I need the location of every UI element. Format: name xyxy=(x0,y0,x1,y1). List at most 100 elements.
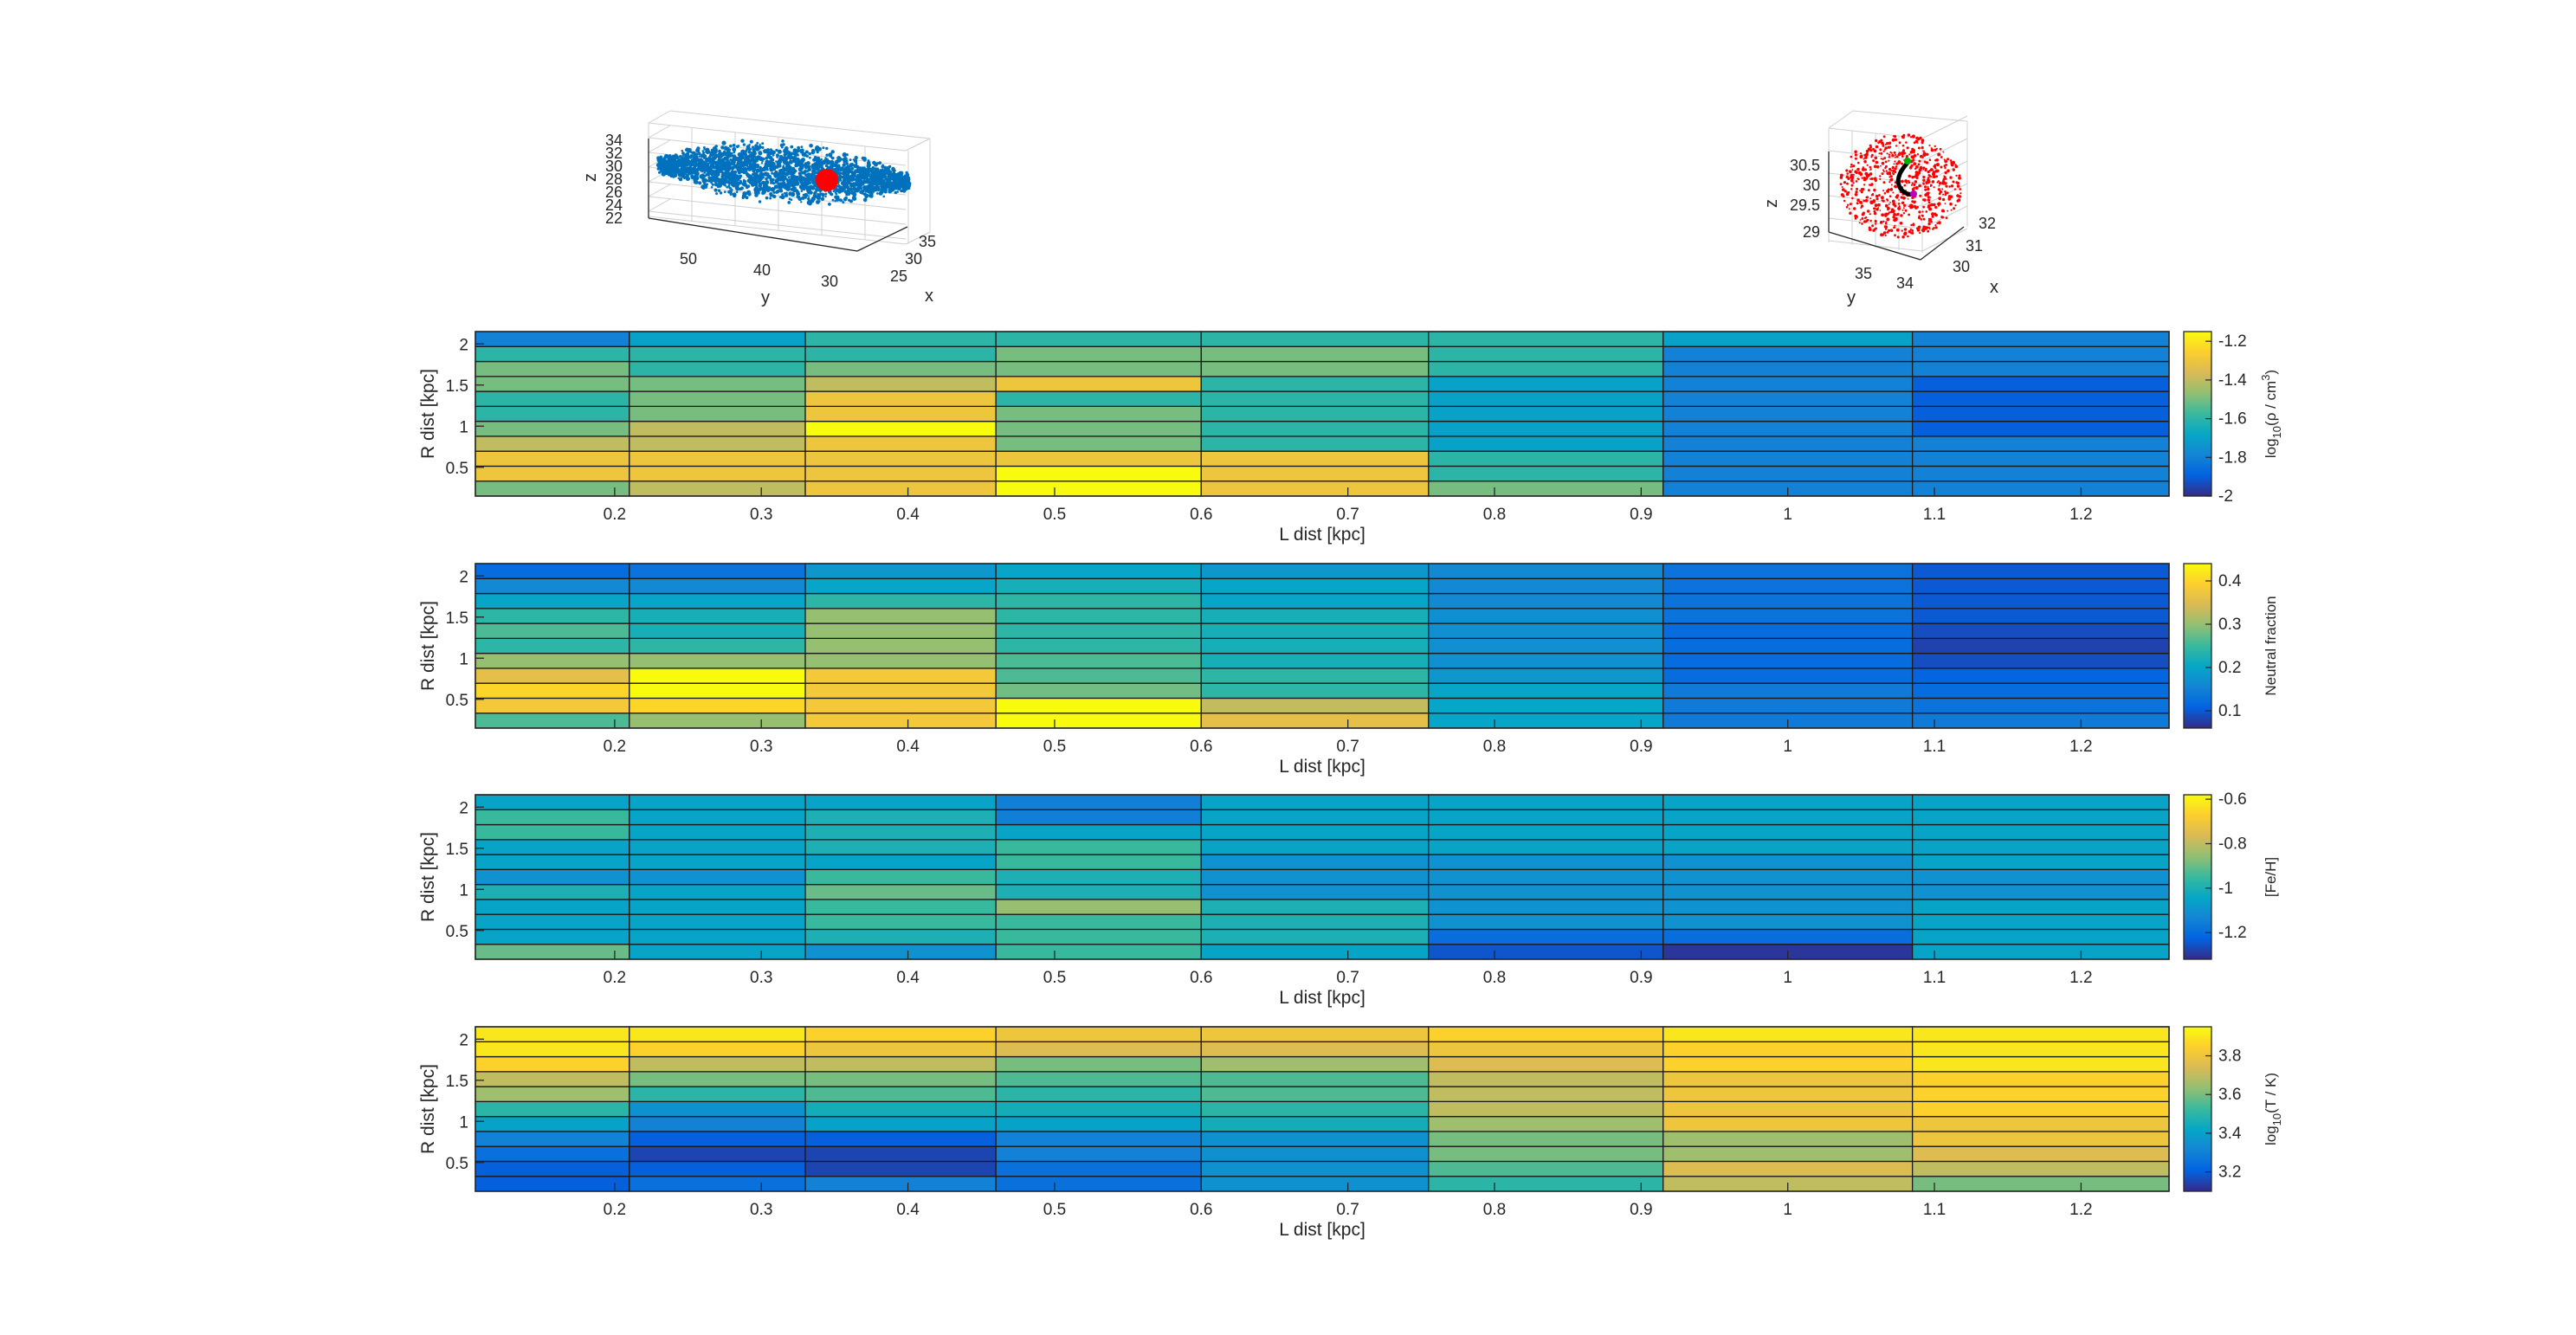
scatter-point xyxy=(1871,153,1874,157)
scatter-point xyxy=(1913,151,1915,154)
scatter-point xyxy=(1915,164,1919,169)
scatter-point xyxy=(749,139,753,144)
heatmap-cell xyxy=(1200,465,1430,482)
x-tick-label: 0.8 xyxy=(1483,506,1506,524)
heatmap-cell xyxy=(629,1115,806,1132)
scatter-point xyxy=(768,155,773,160)
scatter-point xyxy=(743,152,746,157)
scatter-point xyxy=(1875,145,1879,149)
scatter-point xyxy=(865,177,868,180)
scatter-point xyxy=(1846,172,1849,175)
heatmap-cell xyxy=(1662,360,1914,377)
scatter-point xyxy=(1957,198,1961,203)
scatter-point xyxy=(1924,185,1927,189)
scatter-point xyxy=(1909,136,1913,139)
scatter-point xyxy=(1921,210,1924,213)
scatter-point xyxy=(681,152,685,156)
scatter-point xyxy=(710,159,716,164)
scatter-point xyxy=(902,185,907,190)
heatmap-cell xyxy=(475,652,630,669)
scatter-point xyxy=(787,201,791,204)
heatmap-cell xyxy=(804,1086,997,1103)
scatter-point xyxy=(1852,164,1856,168)
scatter-point xyxy=(685,155,690,160)
scatter-point xyxy=(794,189,799,193)
scatter-point xyxy=(1882,231,1887,235)
scatter-point xyxy=(697,164,701,168)
scatter-point xyxy=(1859,152,1863,155)
heatmap-cell xyxy=(995,592,1202,609)
scatter-point xyxy=(1928,174,1932,177)
scatter-point xyxy=(809,144,813,148)
track-end-marker xyxy=(1910,190,1917,197)
x-tick-label: 0.6 xyxy=(1190,738,1212,756)
y-tick-label: 1 xyxy=(459,650,468,668)
heatmap-cell xyxy=(475,420,630,437)
heatmap-cell xyxy=(1200,480,1430,497)
heatmap-cell xyxy=(804,1115,997,1132)
heatmap-cell xyxy=(804,809,997,826)
scatter-point xyxy=(1879,175,1882,177)
heatmap-cell xyxy=(475,592,630,609)
heatmap-cell xyxy=(1428,360,1664,377)
scatter-point xyxy=(835,159,839,164)
scatter-point xyxy=(864,195,868,199)
heatmap-cell xyxy=(995,713,1202,729)
scatter-point xyxy=(1908,179,1910,183)
x-tick-label: 25 xyxy=(890,268,907,285)
scatter-point xyxy=(685,173,690,177)
heatmap-cell xyxy=(1911,944,2170,960)
scatter-point xyxy=(1911,182,1914,184)
scatter-point xyxy=(1861,155,1863,158)
scatter-point xyxy=(840,171,843,175)
scatter-point xyxy=(1891,165,1895,170)
scatter-point xyxy=(821,192,825,197)
colorbar-tick-label: 0.4 xyxy=(2218,572,2242,590)
scatter-point xyxy=(1901,179,1904,184)
scatter-point xyxy=(1944,203,1947,205)
scatter-point xyxy=(1888,153,1891,156)
colorbar-tick-label: -1.8 xyxy=(2218,448,2247,467)
scatter-point xyxy=(692,176,695,180)
y-tick-label: 1.5 xyxy=(446,377,468,396)
scatter-point xyxy=(1908,229,1912,234)
scatter-point xyxy=(1879,148,1882,151)
scatter-point xyxy=(1895,196,1899,199)
scatter-point xyxy=(837,184,841,188)
scatter-point xyxy=(772,182,776,185)
scatter-point xyxy=(742,182,747,187)
scatter-point xyxy=(722,150,726,154)
scatter-point xyxy=(761,142,765,145)
scatter-point xyxy=(1881,213,1885,217)
scatter-point xyxy=(747,147,752,152)
scatter-point xyxy=(1933,227,1935,229)
scatter-point xyxy=(738,176,741,180)
scatter-point xyxy=(675,166,678,170)
scatter-point xyxy=(845,153,849,157)
scatter-point xyxy=(796,148,801,153)
heatmap-cell xyxy=(995,1115,1202,1132)
heatmap-cell xyxy=(475,854,630,871)
scatter-point xyxy=(868,177,872,181)
scatter-point xyxy=(1922,175,1926,179)
scatter-point xyxy=(787,167,791,172)
heatmap-cell xyxy=(475,577,630,595)
scatter-point xyxy=(1916,228,1921,232)
scatter-point xyxy=(1873,188,1876,192)
heatmap-cell xyxy=(1200,563,1430,579)
heatmap-cell xyxy=(1200,713,1430,729)
z-tick-label: 30 xyxy=(1803,177,1820,194)
colorbar-label-part: log xyxy=(2263,438,2279,458)
scatter-point xyxy=(772,177,775,182)
heatmap-cell xyxy=(1200,622,1430,640)
x-tick-label: 0.7 xyxy=(1336,506,1359,524)
scatter-point xyxy=(680,157,685,162)
scatter-point xyxy=(656,156,660,160)
scatter-point xyxy=(875,169,879,172)
scatter-point xyxy=(1915,176,1919,179)
scatter-point xyxy=(1886,231,1889,234)
scatter-point xyxy=(698,181,702,185)
scatter-point xyxy=(741,196,745,199)
scatter-point xyxy=(1858,222,1861,224)
heatmap-cell xyxy=(1428,1071,1664,1087)
